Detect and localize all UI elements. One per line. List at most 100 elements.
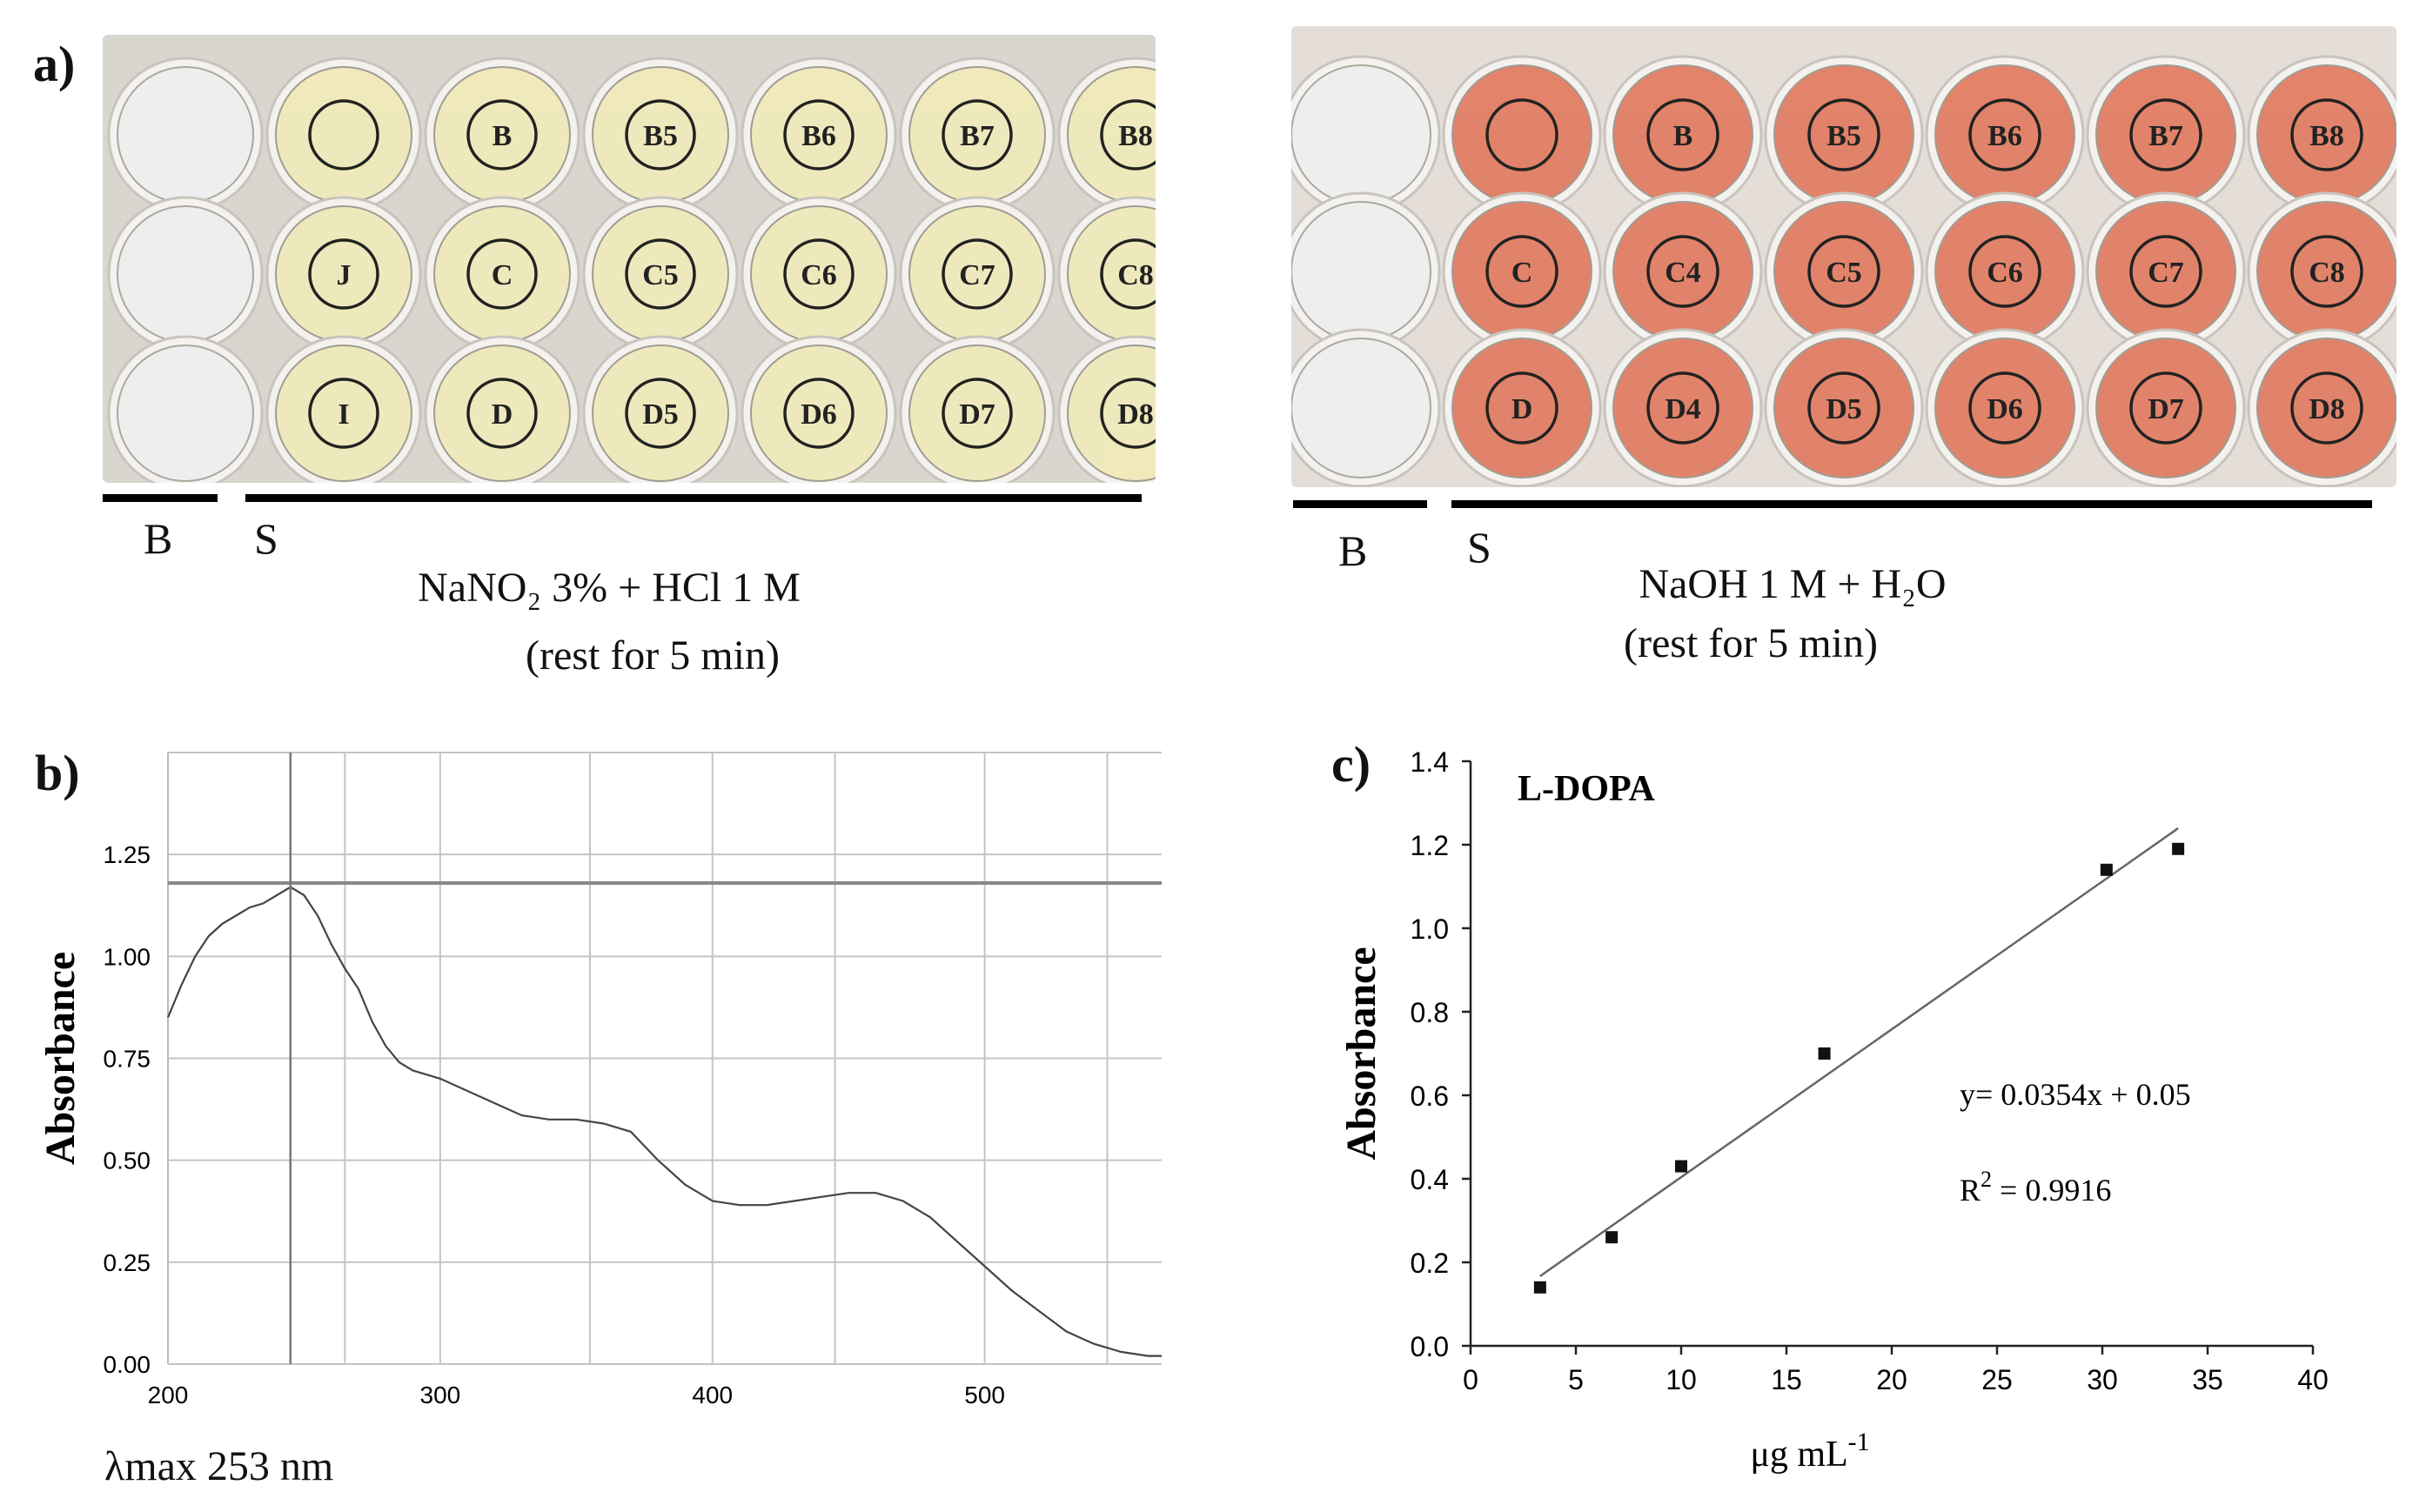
well-left-r1-c6: B7: [899, 57, 1056, 213]
well-left-r3-c2: I: [265, 335, 422, 483]
well-label: C7: [2148, 257, 2184, 289]
well-right-r3-c7: D8: [2247, 328, 2396, 487]
well-label: C5: [1826, 257, 1862, 289]
well-label: B8: [1118, 120, 1153, 152]
y-tick-label: 0.4: [1411, 1164, 1449, 1195]
sample-bar-left: [245, 494, 1142, 502]
data-point: [1533, 1281, 1546, 1294]
y-tick-label: 1.00: [104, 943, 151, 970]
well-right-r3-c5: D6: [1925, 328, 2085, 487]
well-left-r1-c2: [265, 57, 422, 213]
x-tick-label: 15: [1771, 1364, 1802, 1395]
data-point: [1605, 1231, 1619, 1244]
well-label: D8: [1117, 398, 1154, 431]
well-right-r3-c6: D7: [2086, 328, 2246, 487]
panel-a-label: a): [33, 36, 76, 92]
y-tick-label: 0.50: [104, 1147, 151, 1174]
well-label: D: [1511, 393, 1533, 425]
well-right-r2-c2: C: [1442, 191, 1602, 351]
well-left-r1-c3: B: [424, 57, 580, 213]
y-tick-label: 0.6: [1411, 1080, 1449, 1112]
blank-label-left: B: [144, 514, 173, 563]
y-axis-label: Absorbance: [1338, 947, 1384, 1160]
y-tick-label: 0.25: [104, 1249, 151, 1276]
plate-photo-right: B B5 B6 B7 B8 C C4 C5 C6 C7 C8 D D4 D5 D6 D7 D8: [1291, 26, 2396, 487]
well-right-r1-c5: B6: [1925, 55, 2085, 215]
well-right-r1-c4: B5: [1764, 55, 1924, 215]
well-right-r3-c2: D: [1442, 328, 1602, 487]
spectrum-curve: [166, 886, 1162, 1357]
x-axis-label-sup: -1: [1848, 1428, 1870, 1456]
well-label: D8: [2309, 393, 2345, 425]
data-point: [1675, 1160, 1687, 1173]
well-right-r3-c4: D5: [1764, 328, 1924, 487]
well-label: C8: [2309, 257, 2345, 289]
y-tick-label: 0.75: [104, 1046, 151, 1073]
well-label: B7: [2148, 120, 2183, 152]
x-axis-label: μg mL-1: [1750, 1428, 1869, 1475]
well-right-r2-c5: C6: [1925, 191, 2085, 351]
well-left-r3-c7: D8: [1057, 335, 1156, 483]
y-tick-label: 0.8: [1411, 997, 1449, 1028]
regression-line: [1539, 827, 2179, 1277]
well-left-r3-c4: D5: [582, 335, 739, 483]
x-tick-label: 35: [2192, 1364, 2223, 1395]
well-left-r1-c5: B6: [741, 57, 897, 213]
x-tick-label: 20: [1876, 1364, 1907, 1395]
x-tick-label: 500: [964, 1382, 1005, 1408]
y-tick-label: 0.00: [104, 1351, 151, 1378]
caption-right-line2: (rest for 5 min): [1624, 620, 1878, 666]
well-left-r2-c4: C5: [582, 196, 739, 352]
well-label: B5: [643, 120, 678, 152]
caption-left-line1: NaNO₂ 3% + HCl 1 M: [418, 565, 801, 611]
well-left-r2-c3: C: [424, 196, 580, 352]
y-tick-label: 1.4: [1411, 746, 1449, 778]
blank-label-right: B: [1338, 526, 1368, 575]
well-left-r1-c4: B5: [582, 57, 739, 213]
x-tick-label: 0: [1463, 1364, 1478, 1395]
well-label: D5: [642, 398, 679, 431]
well-left-r2-c2: J: [265, 196, 422, 352]
well-left-r1-c1: [107, 57, 264, 213]
well-label: B8: [2309, 120, 2344, 152]
panel-c-label: c): [1331, 736, 1371, 793]
well-right-r1-c6: B7: [2086, 55, 2246, 215]
well-label: C5: [642, 259, 679, 291]
data-point: [2172, 842, 2185, 855]
well-label: I: [338, 398, 349, 431]
well-left-r3-c1: [107, 335, 264, 483]
well-label: C4: [1665, 257, 1701, 289]
well-label: D5: [1826, 393, 1862, 425]
blank-bar-right: [1293, 500, 1427, 508]
calibration-chart: 0.0 0.2 0.4 0.6 0.8 1.0 1.2 1.4 0 5 10 15 20 25 30 35 4…: [1338, 746, 2329, 1475]
well-right-r3-c3: D4: [1603, 328, 1763, 487]
y-axis-label: Absorbance: [37, 952, 84, 1165]
well-left-r3-c3: D: [424, 335, 580, 483]
x-tick-label: 10: [1666, 1364, 1697, 1395]
well-left-r2-c7: C8: [1057, 196, 1156, 352]
well-label: D7: [2148, 393, 2184, 425]
well-label: B6: [1987, 120, 2022, 152]
well-left-r2-c1: [107, 196, 264, 352]
well-label: C: [492, 259, 513, 291]
blank-bar-left: [103, 494, 218, 502]
well-label: J: [337, 259, 352, 291]
spectrum-chart: 0.00 0.25 0.50 0.75 1.00 1.25 200 300 400 500 Ab…: [37, 752, 1162, 1408]
well-right-r2-c6: C7: [2086, 191, 2246, 351]
well-label: B7: [960, 120, 995, 152]
well-right-r1-c2: [1442, 55, 1602, 215]
data-point: [2100, 863, 2113, 876]
well-label: C6: [801, 259, 837, 291]
well-left-r3-c6: D7: [899, 335, 1056, 483]
well-label: D4: [1665, 393, 1701, 425]
x-axis-label-text: μg mL: [1750, 1435, 1847, 1475]
series-label: L-DOPA: [1518, 769, 1656, 809]
well-right-r2-c3: C4: [1603, 191, 1763, 351]
y-tick-label: 0.0: [1411, 1331, 1449, 1362]
well-label: D7: [959, 398, 995, 431]
y-tick-label: 1.25: [104, 841, 151, 868]
x-tick-label: 25: [1981, 1364, 2013, 1395]
y-tick-label: 1.2: [1411, 830, 1449, 861]
well-right-r2-c4: C5: [1764, 191, 1924, 351]
well-label: C8: [1117, 259, 1154, 291]
